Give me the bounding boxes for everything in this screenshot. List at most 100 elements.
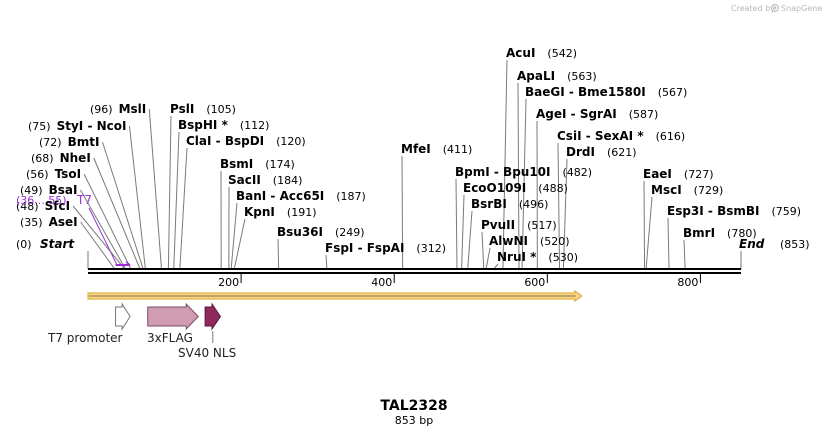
site-asei[interactable]: (35) AseI — [20, 215, 78, 229]
tick-label: 200 — [218, 276, 239, 289]
site-connector — [128, 125, 146, 270]
site-connector — [325, 254, 328, 270]
primer-arrowhead — [125, 261, 131, 266]
site-sfci[interactable]: (48) SfcI — [16, 199, 70, 213]
primer-connector — [88, 207, 118, 265]
site-name: SacII — [228, 173, 261, 187]
site-connector-lines — [72, 59, 686, 270]
site-pvuii[interactable]: PvuII (517) — [481, 218, 557, 232]
site-connector — [173, 131, 180, 270]
site-bsphi[interactable]: BspHI * (112) — [178, 118, 269, 132]
site-bmri[interactable]: BmrI (780) — [683, 226, 757, 240]
site-connector — [502, 59, 508, 270]
feature-label: T7 promoter — [47, 331, 123, 345]
site-bmti[interactable]: (72) BmtI — [39, 135, 99, 149]
feature-label: 3xFLAG — [147, 331, 193, 345]
site-connector — [455, 178, 458, 270]
site-name: BspHI * — [178, 118, 229, 132]
tick-label: 400 — [371, 276, 392, 289]
site-connector — [557, 142, 561, 270]
feature-3xflag[interactable]: 3xFLAG — [147, 302, 199, 345]
site-connector — [683, 239, 686, 270]
site-nrui[interactable]: NruI * (530) — [497, 250, 578, 264]
site-position: (105) — [206, 103, 236, 116]
site-name: BmrI — [683, 226, 715, 240]
site-mfei[interactable]: MfeI (411) — [401, 142, 472, 156]
site-name: Esp3I - BsmBI — [667, 204, 759, 218]
site-position: (96) — [90, 103, 113, 116]
site-ecoo109i[interactable]: EcoO109I (488) — [463, 181, 568, 195]
site-name: BsaI — [49, 183, 78, 197]
site-connector — [667, 217, 670, 270]
feature-t7-promoter[interactable]: T7 promoter — [47, 302, 131, 345]
site-bani-acc65i[interactable]: BanI - Acc65I (187) — [236, 189, 366, 203]
site-connector — [83, 173, 132, 270]
site-connector — [517, 82, 520, 270]
site-connector — [467, 210, 473, 270]
feature-label: SV40 NLS — [178, 346, 236, 360]
end-position: (853) — [780, 238, 810, 251]
site-eaei[interactable]: EaeI (727) — [643, 167, 714, 181]
site-connector — [167, 115, 172, 270]
credit-prefix: Created by — [731, 4, 775, 13]
site-position: (520) — [540, 235, 570, 248]
site-agei-sgrai[interactable]: AgeI - SgrAI (587) — [536, 107, 658, 121]
site-connector — [643, 180, 646, 270]
site-position: (249) — [335, 226, 365, 239]
site-connector — [80, 189, 126, 270]
site-connector — [80, 221, 116, 270]
site-name: MfeI — [401, 142, 431, 156]
feature-arrow — [204, 302, 222, 331]
site-name: MslI — [119, 102, 147, 116]
site-fspi-fspai[interactable]: FspI - FspAI (312) — [325, 241, 446, 255]
site-csii-sexai[interactable]: CsiI - SexAI * (616) — [557, 129, 685, 143]
site-name: BsmI — [220, 157, 253, 171]
site-styi-ncoi[interactable]: (75) StyI - NcoI — [28, 119, 126, 133]
site-tsoi[interactable]: (56) TsoI — [26, 167, 81, 181]
site-position: (563) — [567, 70, 597, 83]
site-esp3i-bsmbi[interactable]: Esp3I - BsmBI (759) — [667, 204, 801, 218]
site-psli[interactable]: PslI (105) — [170, 102, 236, 116]
site-position: (411) — [443, 143, 473, 156]
feature-sv40-nls[interactable]: SV40 NLS — [178, 302, 236, 360]
site-connector — [401, 155, 404, 270]
site-position: (587) — [629, 108, 659, 121]
site-sacii[interactable]: SacII (184) — [228, 173, 302, 187]
site-position: (488) — [538, 182, 568, 195]
site-bsai[interactable]: (49) BsaI — [20, 183, 77, 197]
site-connector — [521, 98, 527, 270]
site-alwni[interactable]: AlwNI (520) — [489, 234, 570, 248]
site-name: ClaI - BspDI — [186, 134, 264, 148]
site-name: PvuII — [481, 218, 515, 232]
site-name: CsiI - SexAI * — [557, 129, 644, 143]
site-connector — [148, 108, 162, 270]
site-drdi[interactable]: DrdI (621) — [566, 145, 637, 159]
site-clai-bspdi[interactable]: ClaI - BspDI (120) — [186, 134, 306, 148]
site-acui[interactable]: AcuI (542) — [506, 46, 577, 60]
site-bsu36i[interactable]: Bsu36I (249) — [277, 225, 365, 239]
site-msci[interactable]: MscI (729) — [651, 183, 723, 197]
site-bsmi[interactable]: BsmI (174) — [220, 157, 295, 171]
orf-track[interactable] — [87, 290, 583, 302]
site-position: (191) — [287, 206, 317, 219]
site-name: BanI - Acc65I — [236, 189, 324, 203]
site-connector — [461, 194, 465, 270]
site-connector — [230, 202, 238, 270]
site-apali[interactable]: ApaLI (563) — [517, 69, 597, 83]
site-name: SfcI — [45, 199, 70, 213]
site-name: AseI — [49, 215, 78, 229]
site-kpni[interactable]: KpnI (191) — [244, 205, 317, 219]
site-msli[interactable]: (96) MslI — [90, 102, 146, 116]
site-position: (120) — [276, 135, 306, 148]
site-bpmi-bpu10i[interactable]: BpmI - Bpu10I (482) — [455, 165, 592, 179]
ruler-ticks: 200 400 600 800 — [218, 274, 701, 289]
site-position: (72) — [39, 136, 62, 149]
site-name: AlwNI — [489, 234, 528, 248]
site-bsrbi[interactable]: BsrBI (496) — [471, 197, 548, 211]
site-position: (496) — [519, 198, 549, 211]
site-name: AgeI - SgrAI — [536, 107, 617, 121]
primer-t7[interactable]: (36 .. 55) T7 — [16, 193, 131, 266]
site-baegi-bme1580i[interactable]: BaeGI - Bme1580I (567) — [525, 85, 687, 99]
site-nhei[interactable]: (68) NheI — [31, 151, 91, 165]
plasmid-name: TAL2328 — [380, 398, 447, 414]
